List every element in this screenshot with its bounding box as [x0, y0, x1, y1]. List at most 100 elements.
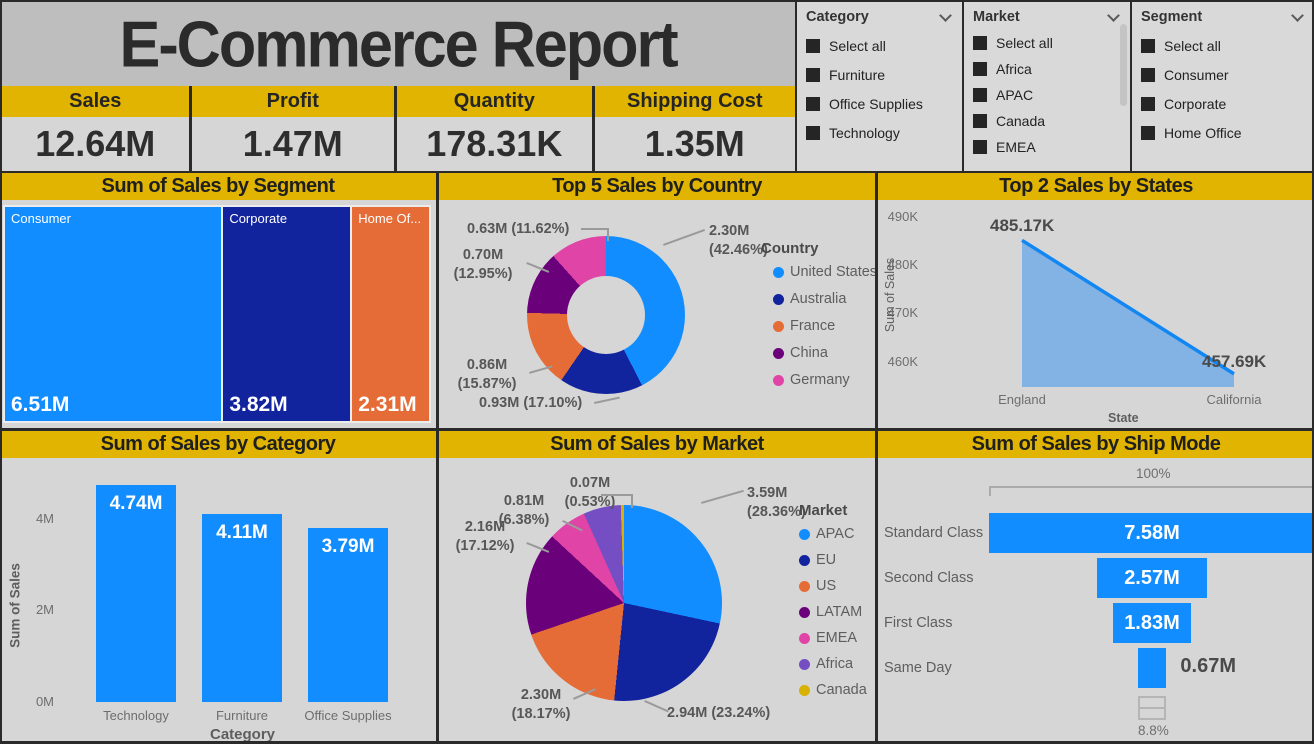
checkbox-icon[interactable]: [973, 140, 987, 154]
divider: [0, 171, 1314, 173]
checkbox-icon[interactable]: [1141, 126, 1155, 140]
legend-item-latam[interactable]: LATAM: [799, 604, 862, 620]
funnel-bar-first-class[interactable]: 1.83M: [1112, 603, 1192, 643]
slicer-title: Segment: [1141, 9, 1203, 25]
legend-item-australia[interactable]: Australia: [773, 291, 846, 307]
checkbox-icon[interactable]: [973, 62, 987, 76]
chevron-down-icon[interactable]: [1107, 8, 1120, 22]
x-axis-title: Category: [210, 726, 276, 741]
legend-item-us[interactable]: US: [799, 578, 836, 594]
funnel-bar-same-day[interactable]: [1137, 648, 1167, 688]
bar-value-label: 4.74M: [109, 492, 163, 514]
checkbox-icon[interactable]: [806, 39, 820, 53]
donut-hole: [567, 276, 645, 354]
checkbox-icon[interactable]: [973, 88, 987, 102]
kpi-value: 178.31K: [426, 123, 563, 164]
bar-chart[interactable]: 4M 2M 0M Sum of Sales Technology Furnitu…: [0, 458, 436, 741]
panel-sales-by-country: Top 5 Sales by Country 2.30M (42.46%) 0.…: [439, 173, 875, 428]
legend-item-emea[interactable]: EMEA: [799, 630, 857, 646]
bar-technology[interactable]: 4.74M: [96, 484, 176, 702]
legend-label: Canada: [816, 682, 867, 698]
treemap-tile-home-office[interactable]: Home Of... 2.31M: [352, 207, 429, 421]
slicer-item-home-office[interactable]: Home Office: [1141, 125, 1308, 141]
y-tick: 480K: [887, 257, 918, 272]
checkbox-icon[interactable]: [973, 36, 987, 50]
funnel-bar-second-class[interactable]: 2.57M: [1096, 558, 1208, 598]
slicer-item-consumer[interactable]: Consumer: [1141, 67, 1308, 83]
chart-title: Sum of Sales by Ship Mode: [878, 431, 1314, 458]
chart-title: Sum of Sales by Market: [439, 431, 875, 458]
bar-furniture[interactable]: 4.11M: [202, 513, 282, 702]
funnel-top-percent: 100%: [1136, 466, 1171, 481]
chevron-down-icon[interactable]: [939, 8, 952, 22]
treemap-tile-corporate[interactable]: Corporate 3.82M: [223, 207, 351, 421]
slicer-item-select-all[interactable]: Select all: [806, 38, 956, 54]
slicer-item-office-supplies[interactable]: Office Supplies: [806, 96, 956, 112]
checkbox-icon[interactable]: [806, 68, 820, 82]
slicer-title: Category: [806, 9, 869, 25]
slicer-item-furniture[interactable]: Furniture: [806, 67, 956, 83]
slicer-item-label: APAC: [996, 87, 1034, 103]
slicer-item-canada[interactable]: Canada: [973, 113, 1124, 129]
tile-label: Home Of...: [358, 211, 422, 226]
slicer-category: Category Select all Furniture Office Suppli…: [795, 2, 962, 171]
funnel-chart[interactable]: 100% 8.8% Standard Class 7.58M Second Clas…: [878, 458, 1314, 741]
legend-item-apac[interactable]: APAC: [799, 526, 854, 542]
checkbox-icon[interactable]: [806, 97, 820, 111]
kpi-card: Sales 12.64M: [2, 86, 192, 171]
treemap-chart[interactable]: Consumer 6.51M Corporate 3.82M Home Of... 2.3…: [3, 205, 431, 423]
donut-chart[interactable]: [527, 236, 685, 394]
slicer-item-emea[interactable]: EMEA: [973, 139, 1124, 155]
funnel-row-label: Standard Class: [884, 525, 984, 541]
pie-chart[interactable]: [526, 505, 722, 701]
legend-item-france[interactable]: France: [773, 318, 835, 334]
legend-dot: [773, 374, 784, 386]
legend-item-africa[interactable]: Africa: [799, 656, 853, 672]
slicer-item-technology[interactable]: Technology: [806, 125, 956, 141]
kpi-card: Profit 1.47M: [191, 86, 398, 171]
scrollbar[interactable]: [1120, 24, 1127, 106]
legend-item-germany[interactable]: Germany: [773, 372, 850, 388]
border-right: [1312, 0, 1314, 744]
kpi-card: Shipping Cost 1.35M: [594, 86, 795, 171]
funnel-row-label: First Class: [884, 615, 953, 631]
checkbox-icon[interactable]: [806, 126, 820, 140]
slicer-header: Category: [806, 8, 956, 25]
slicer-item-corporate[interactable]: Corporate: [1141, 96, 1308, 112]
legend-item-united-states[interactable]: United States: [773, 264, 875, 280]
funnel-row-label: Second Class: [884, 570, 974, 586]
checkbox-icon[interactable]: [973, 114, 987, 128]
checkbox-icon[interactable]: [1141, 68, 1155, 82]
bar-office-supplies[interactable]: 3.79M: [308, 528, 388, 702]
checkbox-icon[interactable]: [1141, 97, 1155, 111]
kpi-value: 1.47M: [242, 123, 343, 164]
legend-dot: [799, 528, 810, 540]
funnel-value-label: 7.58M: [1124, 521, 1180, 544]
data-label: 485.17K: [990, 216, 1055, 235]
legend-label: Africa: [816, 656, 854, 672]
chevron-down-icon[interactable]: [1291, 8, 1304, 22]
slicer-item-apac[interactable]: APAC: [973, 87, 1124, 103]
data-label: 3.59M (28.36%): [747, 485, 806, 520]
slicer-item-africa[interactable]: Africa: [973, 61, 1124, 77]
area-chart[interactable]: [878, 200, 1314, 428]
x-axis-title: State: [1108, 411, 1139, 425]
chart-title: Top 2 Sales by States: [878, 173, 1314, 200]
funnel-bar-standard-class[interactable]: 7.58M: [989, 513, 1314, 553]
legend-item-eu[interactable]: EU: [799, 552, 836, 568]
legend: Country: [761, 240, 819, 257]
slicer-item-label: Select all: [996, 35, 1053, 51]
funnel-bracket: [989, 486, 1314, 496]
treemap-tile-consumer[interactable]: Consumer 6.51M: [5, 207, 222, 421]
slicer-item-select-all[interactable]: Select all: [973, 35, 1124, 51]
x-tick: Furniture: [215, 708, 269, 723]
leader-line: [663, 228, 706, 246]
checkbox-icon[interactable]: [1141, 39, 1155, 53]
y-tick: 470K: [887, 305, 918, 320]
legend-item-china[interactable]: China: [773, 345, 828, 361]
slicer-area: Category Select all Furniture Office Suppli…: [795, 0, 1314, 171]
bar-value-label: 3.79M: [321, 536, 375, 558]
slicer-item-select-all[interactable]: Select all: [1141, 38, 1308, 54]
legend-item-canada[interactable]: Canada: [799, 682, 867, 698]
